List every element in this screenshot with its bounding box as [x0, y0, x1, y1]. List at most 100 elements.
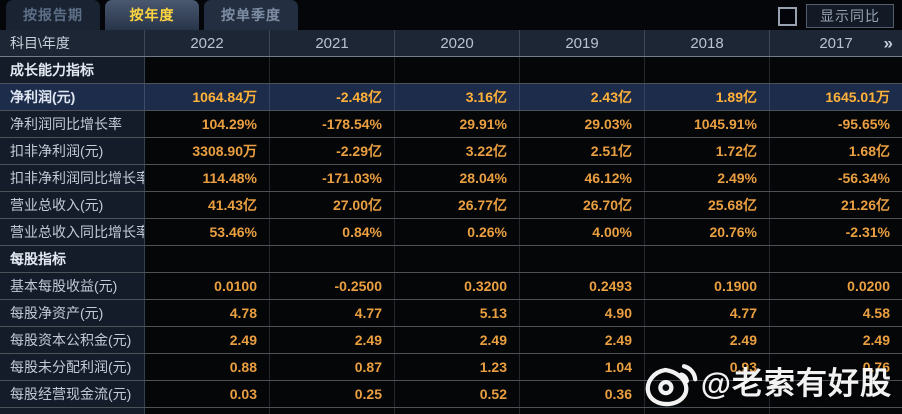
value-cell: 1645.01万	[770, 84, 902, 110]
value-cell: 2.49	[770, 327, 902, 353]
year-label: 2019	[565, 34, 599, 52]
table-row[interactable]: 每股经营现金流(元) 0.03 0.25 0.52 0.36	[0, 381, 902, 408]
value-cell: 1045.91%	[645, 111, 770, 137]
value-cell: 2.51亿	[520, 138, 645, 164]
year-label: 2022	[190, 34, 224, 52]
year-column-header-2017[interactable]: 2017 »	[770, 30, 902, 56]
table-row[interactable]: 营业总收入(元) 41.43亿 27.00亿 26.77亿 26.70亿 25.68亿 21…	[0, 192, 902, 219]
table-header-row: 科目\年度 2022 2021 2020 2019 2018 2017 »	[0, 30, 902, 57]
value-cell: -2.29亿	[270, 138, 395, 164]
value-cell	[645, 408, 770, 414]
table-row[interactable]: 每股未分配利润(元) 0.88 0.87 1.23 1.04 0.93 0.76	[0, 354, 902, 381]
value-cell: -56.34%	[770, 165, 902, 191]
year-column-header-2020[interactable]: 2020	[395, 30, 520, 56]
row-label: 每股净资产(元)	[0, 300, 145, 326]
year-label: 2018	[690, 34, 724, 52]
value-cell: 3.22亿	[395, 138, 520, 164]
value-cell: 4.00%	[520, 219, 645, 245]
value-cell: 104.29%	[145, 111, 270, 137]
value-cell: 53.46%	[145, 219, 270, 245]
value-cell	[145, 246, 270, 272]
value-cell: 46.12%	[520, 165, 645, 191]
table-row[interactable]: 扣非净利润同比增长率 114.48% -171.03% 28.04% 46.12% 2.4…	[0, 165, 902, 192]
value-cell: 27.00亿	[270, 192, 395, 218]
value-cell: 0.3200	[395, 273, 520, 299]
value-cell	[145, 57, 270, 83]
value-cell: 0.0100	[145, 273, 270, 299]
value-cell	[770, 57, 902, 83]
value-cell: 28.04%	[395, 165, 520, 191]
value-cell: 114.48%	[145, 165, 270, 191]
financial-table: 科目\年度 2022 2021 2020 2019 2018 2017 » 成长能力指标 净利…	[0, 30, 902, 414]
value-cell: 25.68亿	[645, 192, 770, 218]
year-column-header-2018[interactable]: 2018	[645, 30, 770, 56]
value-cell: 2.49	[520, 327, 645, 353]
value-cell	[270, 57, 395, 83]
corner-label: 科目\年度	[0, 30, 145, 56]
section-row: 成长能力指标	[0, 57, 902, 84]
value-cell: -2.48亿	[270, 84, 395, 110]
value-cell: 4.77	[270, 300, 395, 326]
value-cell: 0.25	[270, 381, 395, 407]
row-label: 成长能力指标	[0, 57, 145, 83]
row-label: 扣非净利润同比增长率	[0, 165, 145, 191]
value-cell: 4.78	[145, 300, 270, 326]
year-column-header-2021[interactable]: 2021	[270, 30, 395, 56]
value-cell	[645, 57, 770, 83]
value-cell: 29.03%	[520, 111, 645, 137]
value-cell: 2.49	[145, 327, 270, 353]
table-row[interactable]: 基本每股收益(元) 0.0100 -0.2500 0.3200 0.2493 0.1900…	[0, 273, 902, 300]
row-label: 基本每股收益(元)	[0, 273, 145, 299]
tab-by-year[interactable]: 按年度	[105, 0, 199, 30]
tab-by-report-period[interactable]: 按报告期	[6, 0, 100, 30]
value-cell: -0.2500	[270, 273, 395, 299]
value-cell	[520, 246, 645, 272]
show-yoy-checkbox[interactable]	[778, 6, 797, 26]
table-row[interactable]: 净利润同比增长率 104.29% -178.54% 29.91% 29.03% 1045.…	[0, 111, 902, 138]
value-cell	[395, 246, 520, 272]
table-row[interactable]: 扣非净利润(元) 3308.90万 -2.29亿 3.22亿 2.51亿 1.72亿 1.6…	[0, 138, 902, 165]
value-cell: 0.1900	[645, 273, 770, 299]
value-cell	[770, 381, 902, 407]
value-cell	[645, 381, 770, 407]
value-cell: 2.49	[645, 327, 770, 353]
value-cell: 1064.84万	[145, 84, 270, 110]
value-cell: 0.93	[645, 354, 770, 380]
year-column-header-2019[interactable]: 2019	[520, 30, 645, 56]
year-column-header-2022[interactable]: 2022	[145, 30, 270, 56]
value-cell	[520, 57, 645, 83]
value-cell: 0.84%	[270, 219, 395, 245]
value-cell: 0.2493	[520, 273, 645, 299]
value-cell	[395, 57, 520, 83]
value-cell: 1.68亿	[770, 138, 902, 164]
tab-by-quarter[interactable]: 按单季度	[204, 0, 298, 30]
value-cell: 26.70亿	[520, 192, 645, 218]
value-cell: 0.26%	[395, 219, 520, 245]
show-yoy-button[interactable]: 显示同比	[806, 4, 894, 28]
table-body: 成长能力指标 净利润(元) 1064.84万 -2.48亿 3.16亿 2.43亿 1.89…	[0, 57, 902, 414]
value-cell: 0.52	[395, 381, 520, 407]
row-label	[0, 408, 145, 414]
value-cell: 1.89亿	[645, 84, 770, 110]
table-row[interactable]: 净利润(元) 1064.84万 -2.48亿 3.16亿 2.43亿 1.89亿 1645.…	[0, 84, 902, 111]
more-years-chevron-icon[interactable]: »	[883, 33, 893, 53]
value-cell	[270, 246, 395, 272]
value-cell: -2.31%	[770, 219, 902, 245]
value-cell	[520, 408, 645, 414]
value-cell: -171.03%	[270, 165, 395, 191]
year-label: 2017	[819, 34, 853, 52]
value-cell: 0.36	[520, 381, 645, 407]
row-label: 每股经营现金流(元)	[0, 381, 145, 407]
table-row[interactable]: 每股净资产(元) 4.78 4.77 5.13 4.90 4.77 4.58	[0, 300, 902, 327]
table-row[interactable]: 每股资本公积金(元) 2.49 2.49 2.49 2.49 2.49 2.49	[0, 327, 902, 354]
value-cell: 0.88	[145, 354, 270, 380]
row-label: 每股资本公积金(元)	[0, 327, 145, 353]
value-cell	[395, 408, 520, 414]
value-cell: 1.04	[520, 354, 645, 380]
value-cell: 41.43亿	[145, 192, 270, 218]
row-label: 营业总收入同比增长率	[0, 219, 145, 245]
value-cell: 1.72亿	[645, 138, 770, 164]
section-row: 每股指标	[0, 246, 902, 273]
table-row[interactable]: 营业总收入同比增长率 53.46% 0.84% 0.26% 4.00% 20.76% -2.…	[0, 219, 902, 246]
